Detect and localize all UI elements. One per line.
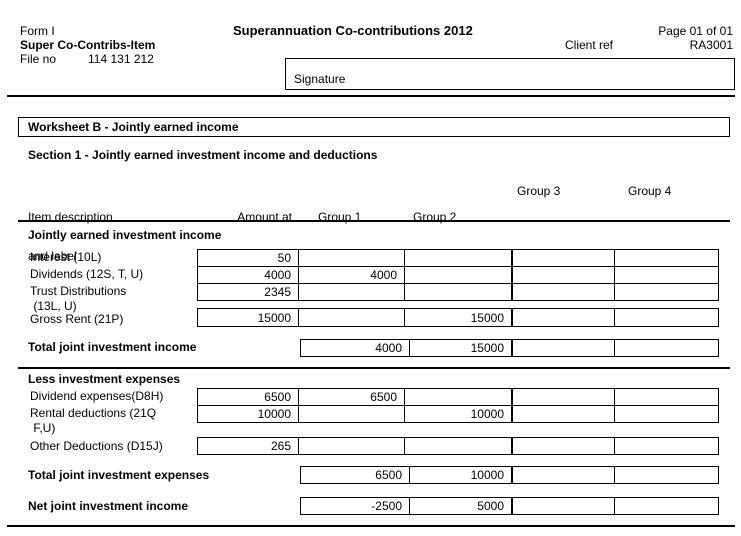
header-divider bbox=[7, 95, 735, 97]
table-row-rental-deductions: 10000 10000 bbox=[198, 405, 718, 422]
signature-label: Signature bbox=[294, 72, 346, 86]
cell-amount[interactable]: 15000 bbox=[257, 310, 291, 325]
signature-field[interactable]: Signature bbox=[285, 58, 735, 90]
cell-group2[interactable] bbox=[404, 438, 511, 454]
table-row-gross-rent: 15000 15000 bbox=[198, 309, 718, 326]
income-table: 50 4000 4000 2345 bbox=[197, 249, 719, 301]
cell-amount[interactable]: 6500 bbox=[264, 390, 291, 404]
cell-group2[interactable]: 10000 bbox=[409, 467, 511, 483]
table-row-total-expenses: 6500 10000 bbox=[301, 467, 718, 483]
col-header-group3: Group 3 bbox=[517, 184, 561, 198]
gross-rent-table: 15000 15000 bbox=[197, 308, 719, 327]
cell-amount[interactable]: 50 bbox=[277, 251, 291, 265]
total-expenses-table: 6500 10000 bbox=[300, 466, 719, 484]
total-income-label: Total joint investment income bbox=[28, 340, 197, 354]
row-label-dividend-expenses: Dividend expenses(D8H) bbox=[30, 389, 164, 403]
client-ref-value: RA3001 bbox=[689, 38, 733, 52]
cell-amount[interactable]: 2345 bbox=[264, 285, 291, 299]
row-label-dividends: Dividends (12S, T, U) bbox=[30, 267, 144, 281]
cell-group2[interactable] bbox=[404, 267, 511, 283]
expenses-heading: Less investment expenses bbox=[28, 372, 181, 386]
row-label-other-deductions: Other Deductions (D15J) bbox=[30, 439, 163, 453]
row-label-interest: Interest (10L) bbox=[30, 250, 102, 264]
table-row-dividends: 4000 4000 bbox=[198, 266, 718, 283]
cell-group4[interactable] bbox=[614, 438, 718, 454]
cell-group3[interactable] bbox=[511, 340, 614, 356]
total-expenses-label: Total joint investment expenses bbox=[28, 468, 210, 482]
worksheet-title: Worksheet B - Jointly earned income bbox=[28, 120, 239, 134]
table-row-other-deductions: 265 bbox=[198, 438, 718, 454]
cell-group3[interactable] bbox=[511, 467, 614, 483]
section-title: Section 1 - Jointly earned investment in… bbox=[28, 148, 378, 162]
cell-group4[interactable] bbox=[614, 267, 718, 283]
table-row-trust: 2345 bbox=[198, 283, 718, 300]
income-heading: Jointly earned investment income bbox=[28, 228, 222, 242]
cell-group1[interactable]: 4000 bbox=[298, 267, 404, 283]
column-header-divider bbox=[18, 220, 730, 222]
cell-group4[interactable] bbox=[614, 389, 718, 405]
cell-group2[interactable]: 5000 bbox=[409, 498, 511, 514]
form-id-label: Form I bbox=[20, 24, 55, 38]
cell-amount[interactable]: 4000 bbox=[264, 268, 291, 282]
cell-group1[interactable] bbox=[298, 284, 404, 300]
cell-group1[interactable] bbox=[298, 250, 404, 266]
cell-group3[interactable] bbox=[511, 389, 614, 405]
table-row-dividend-expenses: 6500 6500 bbox=[198, 389, 718, 405]
cell-group1[interactable]: 4000 bbox=[375, 341, 402, 355]
cell-group4[interactable] bbox=[614, 309, 718, 326]
page-number: Page 01 of 01 bbox=[658, 24, 733, 38]
table-row-total-income: 4000 15000 bbox=[301, 340, 718, 356]
cell-group1[interactable] bbox=[298, 438, 404, 454]
client-ref-label: Client ref bbox=[565, 38, 614, 52]
row-label-rental-cont: F,U) bbox=[30, 421, 56, 435]
page-title: Superannuation Co-contributions 2012 bbox=[233, 23, 473, 38]
other-deductions-table: 265 bbox=[197, 437, 719, 455]
cell-group1[interactable] bbox=[298, 309, 404, 326]
total-income-table: 4000 15000 bbox=[300, 339, 719, 357]
cell-group3[interactable] bbox=[511, 284, 614, 300]
expenses-table: 6500 6500 10000 10000 bbox=[197, 388, 719, 423]
cell-group3[interactable] bbox=[511, 250, 614, 266]
net-income-label: Net joint investment income bbox=[28, 499, 189, 513]
cell-group2[interactable] bbox=[404, 389, 511, 405]
cell-group3[interactable] bbox=[511, 267, 614, 283]
cell-group4[interactable] bbox=[614, 340, 718, 356]
cell-group4[interactable] bbox=[614, 284, 718, 300]
cell-group1[interactable]: 6500 bbox=[298, 389, 404, 405]
cell-amount[interactable]: 10000 bbox=[257, 407, 291, 421]
cell-group2[interactable]: 15000 bbox=[409, 340, 511, 356]
cell-group1[interactable]: 6500 bbox=[375, 468, 402, 482]
row-label-trust: Trust Distributions bbox=[30, 284, 127, 298]
cell-group2[interactable]: 10000 bbox=[404, 406, 511, 422]
file-no-label: File no bbox=[20, 52, 57, 66]
cell-group4[interactable] bbox=[614, 250, 718, 266]
cell-group3[interactable] bbox=[511, 438, 614, 454]
form-name: Super Co-Contribs-Item bbox=[20, 38, 156, 52]
section-divider bbox=[18, 367, 730, 369]
row-label-rental-deductions: Rental deductions (21Q bbox=[30, 406, 157, 420]
col-header-group4: Group 4 bbox=[628, 184, 672, 198]
cell-group4[interactable] bbox=[614, 406, 718, 422]
cell-group1[interactable]: -2500 bbox=[371, 499, 402, 513]
cell-group3[interactable] bbox=[511, 498, 614, 514]
worksheet-title-box: Worksheet B - Jointly earned income bbox=[18, 117, 730, 137]
cell-group4[interactable] bbox=[614, 498, 718, 514]
row-label-trust-cont: (13L, U) bbox=[30, 299, 77, 313]
cell-group4[interactable] bbox=[614, 467, 718, 483]
table-row-net-income: -2500 5000 bbox=[301, 498, 718, 514]
file-no-value: 114 131 212 bbox=[88, 52, 154, 66]
table-row-interest: 50 bbox=[198, 250, 718, 266]
cell-group2[interactable] bbox=[404, 284, 511, 300]
cell-group2[interactable] bbox=[404, 250, 511, 266]
cell-group1[interactable] bbox=[298, 406, 404, 422]
row-label-gross-rent: Gross Rent (21P) bbox=[30, 312, 124, 326]
footer-divider bbox=[7, 525, 735, 527]
net-income-table: -2500 5000 bbox=[300, 497, 719, 515]
cell-group2[interactable]: 15000 bbox=[404, 309, 511, 326]
cell-group3[interactable] bbox=[511, 406, 614, 422]
cell-amount[interactable]: 265 bbox=[270, 439, 291, 453]
cell-group3[interactable] bbox=[511, 309, 614, 326]
